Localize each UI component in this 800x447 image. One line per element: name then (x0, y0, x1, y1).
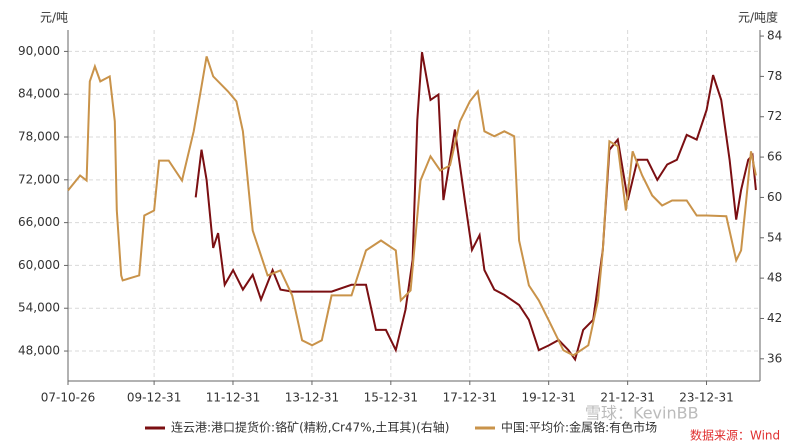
y-tick-label: 90,000 (18, 44, 60, 58)
y2-tick-label: 54 (767, 230, 782, 244)
y2-tick-label: 66 (767, 150, 782, 164)
y2-tick-label: 72 (767, 109, 782, 123)
y2-tick-label: 78 (767, 69, 782, 83)
y2-tick-label: 42 (767, 311, 782, 325)
series-line (194, 52, 757, 362)
y-tick-label: 72,000 (18, 172, 60, 186)
y-unit: 元/吨 (40, 11, 68, 25)
y-tick-label: 54,000 (18, 301, 60, 315)
y2-tick-label: 36 (767, 351, 782, 365)
x-tick-label: 23-12-31 (679, 391, 733, 405)
y-tick-label: 60,000 (18, 258, 60, 272)
legend-label: 连云港:港口提货价:铬矿(精粉,Cr47%,土耳其)(右轴) (171, 420, 449, 435)
x-tick-label: 07-10-26 (41, 391, 95, 405)
y-tick-label: 66,000 (18, 215, 60, 229)
y2-tick-label: 48 (767, 271, 782, 285)
y-tick-label: 78,000 (18, 130, 60, 144)
y2-tick-label: 60 (767, 190, 782, 204)
watermark: 雪球：KevinBB (585, 404, 699, 423)
y-tick-label: 48,000 (18, 344, 60, 358)
legend-label: 中国:平均价:金属铬:有色市场 (501, 420, 657, 435)
x-tick-label: 19-12-31 (521, 391, 575, 405)
x-tick-label: 11-12-31 (206, 391, 260, 405)
x-tick-label: 13-12-31 (285, 391, 339, 405)
x-tick-label: 17-12-31 (443, 391, 497, 405)
y-tick-label: 84,000 (18, 87, 60, 101)
y2-unit: 元/吨度 (738, 10, 778, 25)
x-tick-label: 15-12-31 (364, 391, 418, 405)
x-tick-label: 21-12-31 (600, 391, 654, 405)
source: 数据来源：Wind (690, 428, 780, 443)
series-line (67, 56, 757, 357)
x-tick-label: 09-12-31 (127, 391, 181, 405)
y2-tick-label: 84 (767, 29, 782, 43)
